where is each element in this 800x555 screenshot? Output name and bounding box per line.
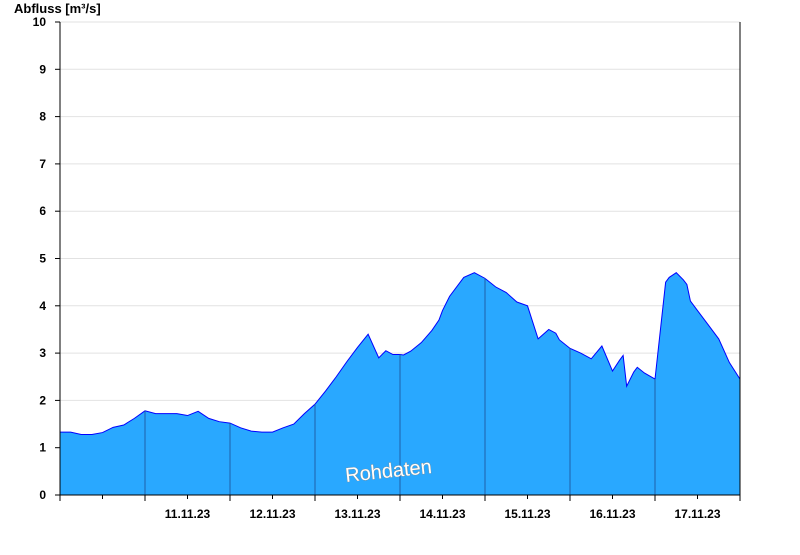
- x-day-label: 13.11.23: [334, 507, 380, 521]
- discharge-line: [60, 272, 741, 435]
- y-tick-label: 5: [39, 252, 46, 266]
- y-tick-label: 1: [39, 441, 46, 455]
- y-tick-label: 8: [39, 110, 46, 124]
- grid-lines: [60, 21, 740, 449]
- x-day-label: 12.11.23: [249, 507, 295, 521]
- y-tick-label: 10: [33, 15, 47, 29]
- day-boundary-lines: [144, 278, 656, 495]
- y-tick-label: 3: [39, 346, 46, 360]
- y-tick-label: 2: [39, 393, 46, 407]
- y-tick-label: 4: [39, 299, 46, 313]
- x-day-label: 14.11.23: [419, 507, 465, 521]
- x-day-label: 16.11.23: [589, 507, 635, 521]
- y-axis-title: Abfluss [m³/s]: [14, 1, 101, 16]
- x-day-label: 17.11.23: [674, 507, 720, 521]
- y-tick-label: 7: [39, 157, 46, 171]
- y-tick-label: 6: [39, 204, 46, 218]
- y-tick-label: 0: [39, 488, 46, 502]
- axes: [55, 21, 741, 501]
- x-day-label: 11.11.23: [165, 507, 211, 521]
- tick-labels: 0 1 2 3 4 5 6 7 8 9 10 11.11.23 12.11.23 13.11.23 14.1…: [33, 15, 721, 521]
- x-day-label: 15.11.23: [504, 507, 550, 521]
- y-tick-label: 9: [39, 62, 46, 76]
